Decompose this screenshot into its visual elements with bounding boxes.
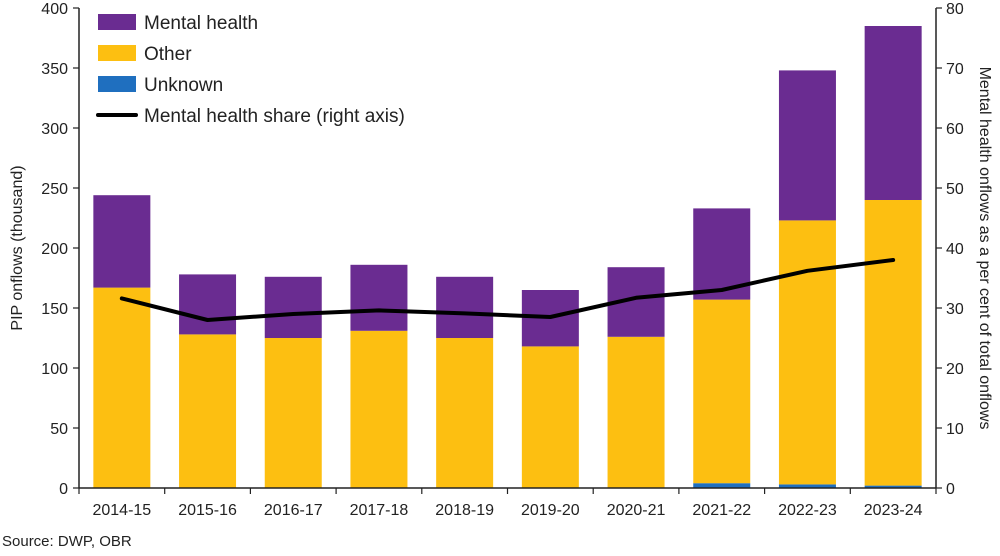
y-tick-label: 300	[41, 121, 68, 138]
x-tick-label: 2015-16	[178, 502, 237, 519]
y-tick-label: 400	[41, 1, 68, 18]
y2-tick-label: 20	[946, 361, 964, 378]
y2-tick-label: 0	[946, 481, 955, 498]
bar-other-2019-20	[521, 346, 579, 488]
y2-tick-label: 40	[946, 241, 964, 258]
y-tick-label: 250	[41, 181, 68, 198]
bar-other-2016-17	[264, 338, 322, 488]
bar-mental-health-2018-19	[436, 276, 494, 338]
y-tick-label: 350	[41, 61, 68, 78]
bar-unknown-2022-23	[778, 484, 836, 488]
y-tick-label: 100	[41, 361, 68, 378]
y-tick-label: 0	[59, 481, 68, 498]
y2-tick-label: 60	[946, 121, 964, 138]
legend-label: Other	[144, 44, 192, 65]
y2-tick-label: 10	[946, 421, 964, 438]
y2-tick-label: 80	[946, 1, 964, 18]
x-tick-label: 2020-21	[607, 502, 666, 519]
bar-other-2020-21	[607, 336, 665, 488]
legend-label: Mental health	[144, 13, 258, 34]
source-note: Source: DWP, OBR	[2, 533, 132, 550]
bar-other-2022-23	[778, 220, 836, 485]
x-tick-label: 2021-22	[692, 502, 751, 519]
bar-mental-health-2014-15	[93, 195, 151, 288]
bar-other-2018-19	[436, 338, 494, 488]
legend-label: Unknown	[144, 75, 223, 96]
bar-other-2015-16	[179, 334, 237, 488]
bar-other-2023-24	[864, 200, 922, 486]
bar-mental-health-2016-17	[264, 276, 322, 338]
bar-unknown-2023-24	[864, 485, 922, 488]
x-tick-label: 2017-18	[350, 502, 409, 519]
legend-swatch-unknown	[98, 76, 136, 92]
legend: Mental health Other Unknown Mental health s…	[96, 13, 405, 127]
line-layer	[119, 258, 896, 322]
y2-tick-label: 50	[946, 181, 964, 198]
x-tick-label: 2019-20	[521, 502, 580, 519]
y-axis-title: PIP onflows (thousand)	[9, 165, 26, 330]
y2-tick-label: 70	[946, 61, 964, 78]
x-tick-label: 2022-23	[778, 502, 837, 519]
x-tick-label: 2023-24	[864, 502, 923, 519]
x-tick-label: 2014-15	[92, 502, 151, 519]
bar-unknown-2021-22	[693, 483, 751, 488]
bar-mental-health-2017-18	[350, 264, 408, 331]
y-tick-label: 200	[41, 241, 68, 258]
y2-tick-label: 30	[946, 301, 964, 318]
x-tick-label: 2016-17	[264, 502, 323, 519]
bars-layer	[93, 26, 922, 488]
mental-health-share-line	[119, 258, 896, 322]
legend-label: Mental health share (right axis)	[144, 106, 405, 127]
bar-other-2014-15	[93, 287, 151, 488]
ticks-layer: 0 50 100 150 200 250 300 350 400 0 10 20 30 40 50 60 70 8…	[41, 1, 964, 519]
legend-swatch-mental-health	[98, 14, 136, 30]
bar-mental-health-2015-16	[179, 274, 237, 335]
x-tick-label: 2018-19	[435, 502, 494, 519]
bar-other-2017-18	[350, 330, 408, 488]
y2-axis-title: Mental health onflows as a per cent of t…	[976, 67, 993, 430]
bar-other-2021-22	[693, 299, 751, 484]
y-tick-label: 150	[41, 301, 68, 318]
bar-mental-health-2023-24	[864, 26, 922, 200]
legend-swatch-other	[98, 45, 136, 61]
y-tick-label: 50	[50, 421, 68, 438]
bar-mental-health-2022-23	[778, 70, 836, 221]
